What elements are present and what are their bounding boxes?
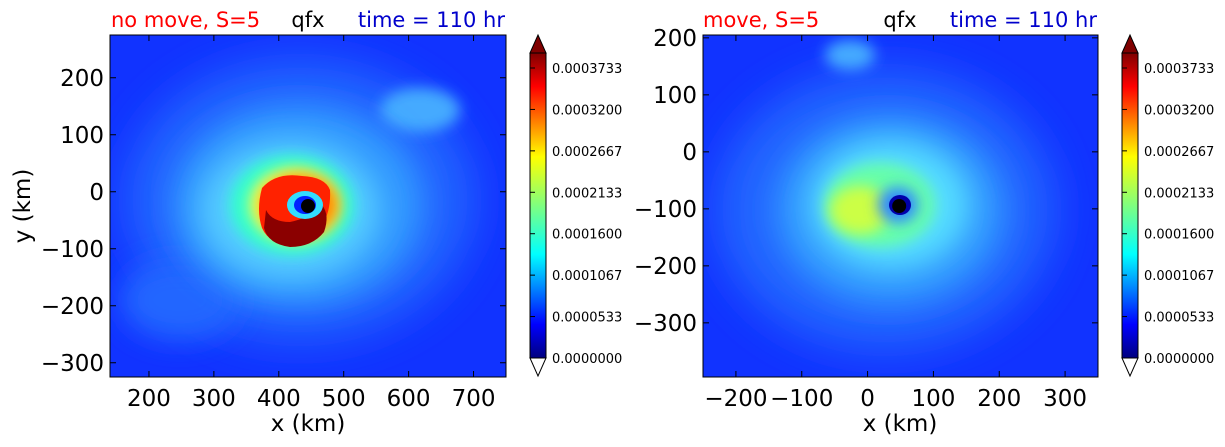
left-x-tick-label: 400	[257, 386, 301, 412]
left-x-tick-label: 700	[452, 386, 496, 412]
left-title-left: no move, S=5	[111, 8, 260, 32]
left-x-tick-label: 200	[127, 386, 171, 412]
left-colorbar-max-arrow	[529, 33, 547, 54]
right-y-tick-label: −300	[634, 311, 697, 337]
right-y-tick-label: 0	[682, 140, 697, 166]
left-title-center: qfx	[291, 8, 324, 32]
right-x-tick-label: 0	[860, 386, 875, 412]
left-y-axis: 200 100 0 −100 −200 −300	[41, 66, 506, 377]
right-colorbar-tick-label: 0.0002667	[1144, 145, 1214, 160]
left-title-right: time = 110 hr	[358, 8, 505, 32]
right-panel: move, S=5 qfx time = 110 hr −200 −100 0 100…	[634, 8, 1214, 437]
left-colorbar-tick-label: 0.0003733	[552, 62, 622, 77]
left-panel: no move, S=5 qfx time = 110 hr 200 300 400	[10, 8, 622, 437]
right-title-right: time = 110 hr	[950, 8, 1097, 32]
left-field	[110, 35, 506, 377]
left-colorbar-tick-label: 0.0002133	[552, 186, 622, 201]
right-colorbar-tick-label: 0.0000000	[1144, 352, 1214, 367]
left-plot-frame	[109, 34, 507, 378]
right-colorbar-tick-label: 0.0002133	[1144, 186, 1214, 201]
left-y-tick-label: −300	[41, 351, 104, 377]
right-y-tick-label: 100	[653, 83, 697, 109]
right-y-tick-label: 200	[653, 26, 697, 52]
left-colorbar-min-arrow	[529, 357, 547, 378]
right-colorbar-bar	[1121, 52, 1139, 359]
left-colorbar: 0.0003733 0.0003200 0.0002667 0.0002133 0.00…	[529, 33, 622, 378]
right-plot-frame	[702, 34, 1099, 378]
right-colorbar-tick-label: 0.0001600	[1144, 228, 1214, 243]
right-y-tick-label: −100	[634, 197, 697, 223]
right-x-tick-label: 300	[1043, 386, 1087, 412]
left-y-tick-label: 100	[60, 123, 104, 149]
left-colorbar-tick-label: 0.0001067	[552, 269, 622, 284]
left-colorbar-tick-label: 0.0000533	[552, 311, 622, 326]
right-colorbar: 0.0003733 0.0003200 0.0002667 0.0002133 0.00…	[1121, 33, 1214, 378]
left-x-tick-label: 600	[387, 386, 431, 412]
right-x-tick-label: 100	[911, 386, 955, 412]
left-x-axis-label: x (km)	[271, 411, 346, 437]
right-x-tick-label: 200	[977, 386, 1021, 412]
left-y-tick-label: 200	[60, 66, 104, 92]
right-x-tick-label: −200	[704, 386, 767, 412]
left-colorbar-tick-label: 0.0001600	[552, 228, 622, 243]
left-y-tick-label: 0	[89, 180, 104, 206]
right-x-axis-label: x (km)	[863, 411, 938, 437]
left-y-tick-label: −100	[41, 237, 104, 263]
left-colorbar-tick-label: 0.0003200	[552, 103, 622, 118]
right-title-center: qfx	[883, 8, 916, 32]
right-title-left: move, S=5	[703, 8, 819, 32]
left-y-tick-label: −200	[41, 294, 104, 320]
right-colorbar-tick-label: 0.0003733	[1144, 62, 1214, 77]
right-colorbar-tick-label: 0.0001067	[1144, 269, 1214, 284]
left-x-tick-label: 300	[192, 386, 236, 412]
right-center-marker	[892, 199, 907, 213]
right-y-tick-label: −200	[634, 254, 697, 280]
left-x-tick-label: 500	[322, 386, 366, 412]
left-y-axis-label: y (km)	[10, 169, 36, 244]
left-center-marker	[301, 199, 315, 213]
left-colorbar-bar	[529, 52, 547, 359]
right-colorbar-tick-label: 0.0003200	[1144, 103, 1214, 118]
right-x-axis: −200 −100 0 100 200 300	[704, 35, 1087, 412]
left-colorbar-tick-label: 0.0002667	[552, 145, 622, 160]
left-x-axis: 200 300 400 500 600 700	[127, 35, 495, 412]
left-colorbar-tick-label: 0.0000000	[552, 352, 622, 367]
right-x-tick-label: −100	[770, 386, 833, 412]
right-colorbar-max-arrow	[1121, 33, 1139, 54]
right-colorbar-tick-label: 0.0000533	[1144, 311, 1214, 326]
right-y-axis: 200 100 0 −100 −200 −300	[634, 26, 1098, 337]
right-colorbar-min-arrow	[1121, 357, 1139, 378]
